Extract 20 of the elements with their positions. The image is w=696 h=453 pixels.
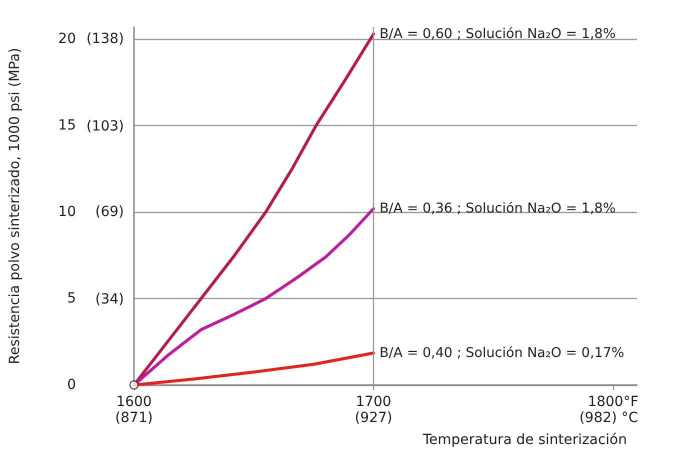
x2-tick-label: (927) — [354, 410, 392, 426]
x2-tick-label: (871) — [115, 410, 153, 426]
x-tick-label: 1800°F — [588, 394, 638, 410]
x2-tick-label: (982) °C — [579, 410, 638, 426]
y-tick-label: 20 — [58, 31, 76, 48]
series-label: B/A = 0,60 ; Solución Na₂O = 1,8% — [380, 26, 616, 42]
x-tick-label: 1600 — [116, 394, 152, 410]
y2-tick-label: (103) — [86, 118, 124, 135]
y-tick-label: 0 — [67, 377, 76, 393]
y-axis-title: Resistencia polvo sinterizado, 1000 psi (MPa) — [7, 48, 23, 364]
y2-tick-label: (138) — [86, 30, 124, 47]
y2-tick-label: (34) — [95, 292, 124, 308]
series-label: B/A = 0,40 ; Solución Na₂O = 0,17% — [380, 345, 624, 362]
y2-tick-label: (69) — [95, 204, 124, 220]
series-label: B/A = 0,36 ; Solución Na₂O = 1,8% — [380, 200, 616, 217]
x-tick-label: 1700 — [356, 394, 392, 410]
y-tick-label: 10 — [58, 204, 76, 220]
y-tick-label: 15 — [58, 118, 76, 134]
y-tick-label: 5 — [67, 290, 76, 307]
x-axis-title: Temperatura de sinterización — [422, 432, 627, 448]
